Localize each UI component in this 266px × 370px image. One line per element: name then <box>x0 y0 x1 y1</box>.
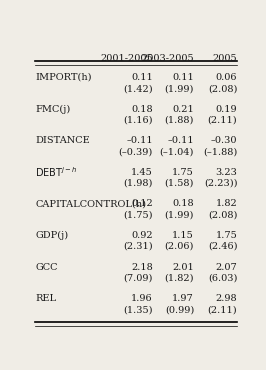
Text: DISTANCE: DISTANCE <box>35 136 90 145</box>
Text: (–1.88): (–1.88) <box>203 147 237 156</box>
Text: (2.11): (2.11) <box>208 305 237 314</box>
Text: (1.35): (1.35) <box>123 305 153 314</box>
Text: (1.75): (1.75) <box>123 211 153 219</box>
Text: (1.58): (1.58) <box>165 179 194 188</box>
Text: 1.15: 1.15 <box>172 231 194 240</box>
Text: 2.98: 2.98 <box>216 294 237 303</box>
Text: (0.99): (0.99) <box>165 305 194 314</box>
Text: 3.23: 3.23 <box>215 168 237 177</box>
Text: (2.08): (2.08) <box>208 211 237 219</box>
Text: (1.82): (1.82) <box>165 273 194 283</box>
Text: GDP(j): GDP(j) <box>35 231 68 240</box>
Text: 1.82: 1.82 <box>215 199 237 208</box>
Text: (–0.39): (–0.39) <box>119 147 153 156</box>
Text: (2.31): (2.31) <box>123 242 153 251</box>
Text: 0.11: 0.11 <box>172 73 194 82</box>
Text: (2.08): (2.08) <box>208 84 237 93</box>
Text: 0.12: 0.12 <box>131 199 153 208</box>
Text: (2.23)): (2.23)) <box>204 179 237 188</box>
Text: 1.45: 1.45 <box>131 168 153 177</box>
Text: 0.18: 0.18 <box>172 199 194 208</box>
Text: –0.11: –0.11 <box>167 136 194 145</box>
Text: (2.11): (2.11) <box>208 116 237 125</box>
Text: (1.99): (1.99) <box>165 84 194 93</box>
Text: (2.46): (2.46) <box>208 242 237 251</box>
Text: (1.99): (1.99) <box>165 211 194 219</box>
Text: (2.06): (2.06) <box>165 242 194 251</box>
Text: (1.42): (1.42) <box>123 84 153 93</box>
Text: (6.03): (6.03) <box>208 273 237 283</box>
Text: (1.16): (1.16) <box>123 116 153 125</box>
Text: –0.30: –0.30 <box>211 136 237 145</box>
Text: 0.11: 0.11 <box>131 73 153 82</box>
Text: 0.92: 0.92 <box>131 231 153 240</box>
Text: 2003-2005: 2003-2005 <box>142 54 194 63</box>
Text: (1.88): (1.88) <box>165 116 194 125</box>
Text: REL: REL <box>35 294 56 303</box>
Text: IMPORT(h): IMPORT(h) <box>35 73 92 82</box>
Text: 2001-2005: 2001-2005 <box>100 54 153 63</box>
Text: 2.18: 2.18 <box>131 263 153 272</box>
Text: 2005: 2005 <box>213 54 237 63</box>
Text: (1.98): (1.98) <box>123 179 153 188</box>
Text: 0.21: 0.21 <box>172 105 194 114</box>
Text: 1.75: 1.75 <box>215 231 237 240</box>
Text: 0.18: 0.18 <box>131 105 153 114</box>
Text: 2.07: 2.07 <box>215 263 237 272</box>
Text: 1.75: 1.75 <box>172 168 194 177</box>
Text: (7.09): (7.09) <box>123 273 153 283</box>
Text: 0.19: 0.19 <box>216 105 237 114</box>
Text: FMC(j): FMC(j) <box>35 105 70 114</box>
Text: 2.01: 2.01 <box>172 263 194 272</box>
Text: 1.96: 1.96 <box>131 294 153 303</box>
Text: 0.06: 0.06 <box>216 73 237 82</box>
Text: GCC: GCC <box>35 263 58 272</box>
Text: –0.11: –0.11 <box>126 136 153 145</box>
Text: CAPITALCONTROL(h): CAPITALCONTROL(h) <box>35 199 146 208</box>
Text: $\mathrm{DEBT}^{j-h}$: $\mathrm{DEBT}^{j-h}$ <box>35 165 78 179</box>
Text: 1.97: 1.97 <box>172 294 194 303</box>
Text: (–1.04): (–1.04) <box>160 147 194 156</box>
